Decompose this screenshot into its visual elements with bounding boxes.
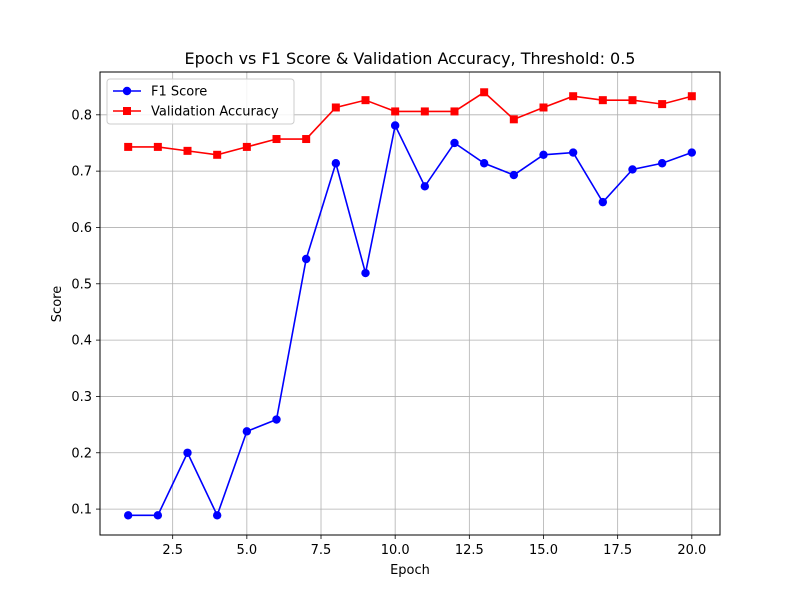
y-tick-label: 0.7	[71, 165, 92, 180]
validation-accuracy-point	[658, 100, 667, 109]
f1-score-point	[598, 197, 608, 207]
f1-score-point	[331, 159, 341, 168]
f1-score-point	[450, 138, 459, 148]
validation-accuracy-point	[628, 96, 637, 105]
x-tick-label: 12.5	[455, 543, 484, 558]
x-tick-label: 2.5	[162, 543, 183, 558]
series-layer	[123, 88, 697, 520]
x-tick-label: 10.0	[381, 543, 410, 558]
f1-score-point	[539, 150, 548, 159]
legend-marker-validation-accuracy	[123, 107, 131, 115]
validation-accuracy-point	[687, 92, 696, 101]
x-tick-label: 20.0	[677, 543, 706, 558]
validation-accuracy-point	[361, 96, 370, 105]
x-tick-label: 7.5	[311, 543, 332, 558]
x-tick-label: 15.0	[529, 543, 558, 558]
x-axis-label: Epoch	[390, 563, 430, 578]
validation-accuracy-point	[391, 107, 400, 116]
validation-accuracy-point	[509, 115, 518, 124]
validation-accuracy-point	[539, 103, 548, 112]
f1-score-point	[301, 254, 311, 264]
validation-accuracy-point	[183, 146, 192, 155]
f1-score-point	[509, 170, 519, 180]
f1-score-point	[479, 159, 489, 168]
f1-score-point	[687, 148, 697, 157]
y-tick-label: 0.2	[71, 446, 92, 461]
y-tick-label: 0.8	[71, 108, 92, 123]
legend-box	[106, 78, 295, 125]
validation-accuracy-point	[420, 107, 429, 116]
chart-title: Epoch vs F1 Score & Validation Accuracy,…	[185, 49, 636, 68]
y-tick-label: 0.6	[71, 221, 92, 236]
f1-score-point	[153, 511, 163, 520]
legend: F1 Score Validation Accuracy	[106, 78, 295, 125]
y-tick-label: 0.5	[71, 277, 92, 292]
y-tick-label: 0.4	[71, 334, 92, 349]
f1-score-point	[657, 159, 667, 168]
axis-ticks: 2.5 5.0 7.5 10.0 12.5 15.0 17.5 20.0 0.1 0.2 0.3 0.…	[71, 108, 706, 558]
f1-score-point	[628, 165, 637, 174]
legend-marker-f1-score	[122, 86, 132, 96]
y-axis-label: Score	[50, 286, 65, 322]
validation-accuracy-line	[128, 91, 693, 156]
f1-score-point	[568, 148, 578, 157]
validation-accuracy-point	[569, 92, 578, 101]
f1-score-point	[183, 448, 192, 457]
f1-score-point	[242, 427, 252, 436]
y-tick-label: 0.1	[71, 503, 92, 518]
validation-accuracy-point	[153, 142, 162, 151]
validation-accuracy-point	[598, 96, 607, 105]
y-tick-label: 0.3	[71, 390, 92, 405]
plot-area-frame	[99, 71, 721, 536]
f1-score-point	[212, 511, 222, 520]
f1-score-point	[272, 415, 281, 424]
validation-accuracy-point	[124, 142, 133, 151]
validation-accuracy-point	[450, 107, 459, 116]
validation-accuracy-point	[272, 135, 281, 144]
x-tick-label: 17.5	[603, 543, 632, 558]
legend-label-f1-score: F1 Score	[151, 85, 207, 100]
validation-accuracy-point	[302, 135, 311, 144]
f1-score-point	[361, 268, 370, 278]
f1-score-point	[390, 121, 400, 130]
validation-accuracy-point	[242, 142, 251, 151]
f1-score-point	[123, 511, 133, 520]
f1-score-line	[128, 123, 693, 518]
x-tick-label: 5.0	[236, 543, 257, 558]
legend-label-validation-accuracy: Validation Accuracy	[151, 105, 279, 120]
validation-accuracy-point	[213, 150, 222, 159]
validation-accuracy-point	[480, 88, 489, 97]
f1-score-point	[420, 182, 430, 191]
validation-accuracy-point	[331, 103, 340, 112]
